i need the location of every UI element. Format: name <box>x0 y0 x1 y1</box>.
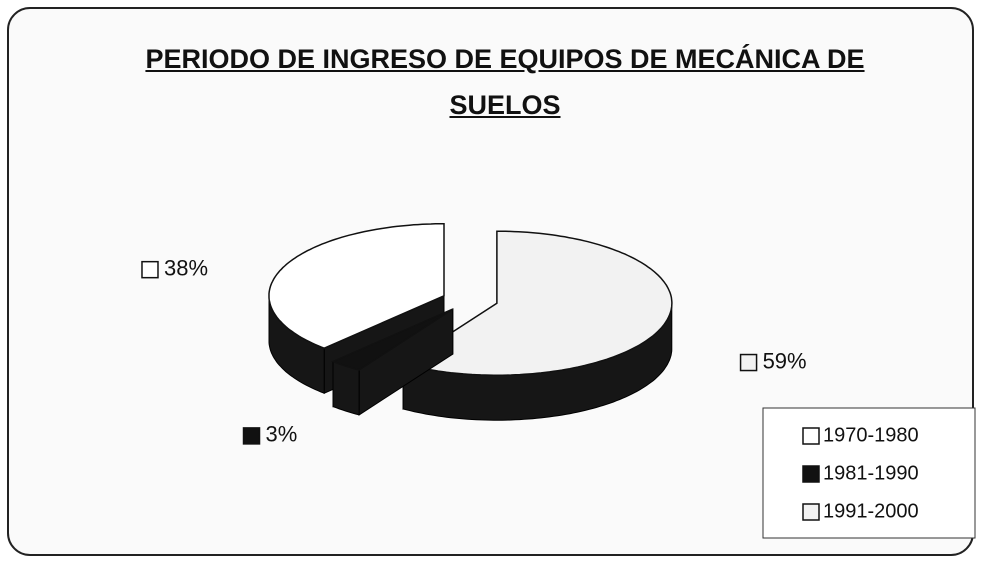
legend-label: 1991-2000 <box>823 500 919 522</box>
data-label-swatch <box>739 353 758 372</box>
data-label: 38% <box>164 255 208 280</box>
legend-label: 1970-1980 <box>823 424 919 446</box>
legend-swatch <box>802 465 820 483</box>
legend-swatch <box>802 427 820 445</box>
legend-box <box>762 407 976 539</box>
slice-top <box>330 308 454 371</box>
slice <box>330 308 454 416</box>
data-label-swatch <box>141 260 159 279</box>
chart-frame <box>7 7 974 556</box>
chart-title: PERIODO DE INGRESO DE EQUIPOS DE MECÁNIC… <box>145 44 865 120</box>
legend-label: 1981-1990 <box>823 462 919 484</box>
legend-swatch <box>802 503 820 521</box>
slice-top <box>401 230 673 376</box>
data-label: 3% <box>266 422 298 447</box>
data-label: 59% <box>763 348 807 373</box>
slice-top <box>268 223 445 350</box>
data-label-swatch <box>242 427 261 445</box>
